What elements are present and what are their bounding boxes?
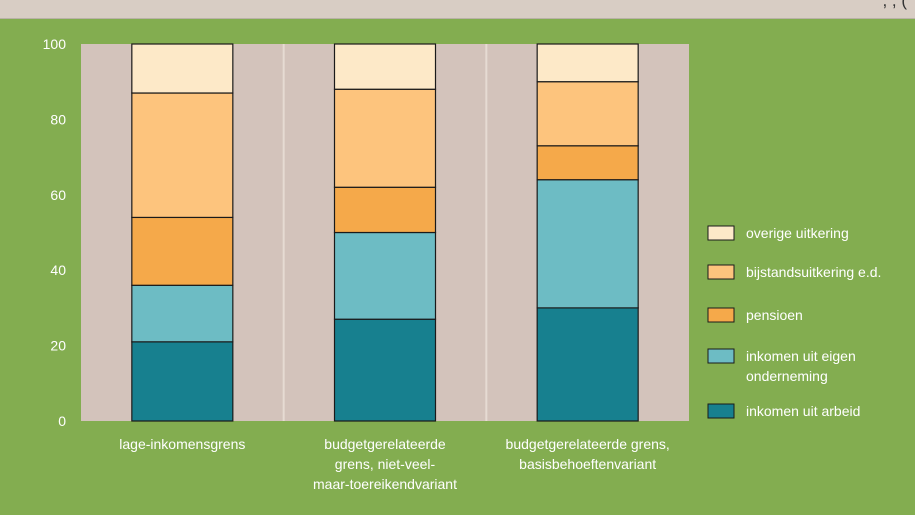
legend-label-overige-uitkering: overige uitkering (746, 225, 849, 241)
bar-segment-inkomen-uit-eigen-onderneming (333, 231, 437, 320)
bar-segment-inkomen-uit-arbeid (131, 341, 234, 422)
bar-segment-bijstandsuitkering-e-d (131, 92, 234, 219)
y-tick-label: 80 (50, 111, 66, 127)
bars (131, 43, 639, 422)
x-tick-label: budgetgerelateerde grens, niet-veel-maar-… (313, 436, 457, 492)
legend-swatch-overige-uitkering (707, 225, 735, 241)
legend-label-bijstandsuitkering-e-d: bijstandsuitkering e.d. (746, 264, 881, 280)
bar-segment-inkomen-uit-arbeid (536, 307, 639, 422)
y-tick-label: 40 (50, 262, 66, 278)
bar-segment-pensioen (333, 186, 437, 234)
y-tick-label: 0 (58, 413, 66, 429)
legend-swatch-inkomen-uit-eigen-onderneming (707, 348, 735, 364)
category-dividers (282, 44, 488, 421)
y-axis: 0 20 40 60 80 100 (43, 36, 67, 429)
legend-swatch-bijstandsuitkering-e-d (707, 264, 735, 280)
x-tick-label: budgetgerelateerde grens, basisbehoeftenv… (506, 436, 670, 472)
bar-segment-inkomen-uit-eigen-onderneming (536, 179, 639, 309)
y-tick-label: 20 (50, 338, 66, 354)
legend-label-pensioen: pensioen (746, 307, 803, 323)
bar-segment-bijstandsuitkering-e-d (333, 88, 437, 188)
legend-swatch-pensioen (707, 307, 735, 323)
legend-label-inkomen-uit-eigen-onderneming: inkomen uit eigen onderneming (746, 348, 856, 384)
bar-segment-inkomen-uit-eigen-onderneming (131, 284, 234, 343)
legend: overige uitkering bijstandsuitkering e.d.… (707, 225, 881, 419)
x-axis: lage-inkomensgrens budgetgerelateerde gren… (119, 436, 669, 492)
bar-segment-overige-uitkering (536, 43, 639, 83)
bar-segment-bijstandsuitkering-e-d (536, 81, 639, 147)
bar-segment-inkomen-uit-arbeid (333, 318, 437, 422)
x-tick-label: lage-inkomensgrens (119, 436, 245, 452)
legend-swatch-inkomen-uit-arbeid (707, 403, 735, 419)
bar-segment-pensioen (536, 145, 639, 181)
bar-segment-overige-uitkering (131, 43, 234, 94)
bar-segment-pensioen (131, 216, 234, 286)
y-tick-label: 60 (50, 187, 66, 203)
legend-label-inkomen-uit-arbeid: inkomen uit arbeid (746, 403, 860, 419)
header-strip: , , ( (0, 0, 915, 19)
y-tick-label: 100 (43, 36, 67, 52)
header-caption: , , ( (882, 0, 907, 10)
bar-segment-overige-uitkering (333, 43, 437, 90)
